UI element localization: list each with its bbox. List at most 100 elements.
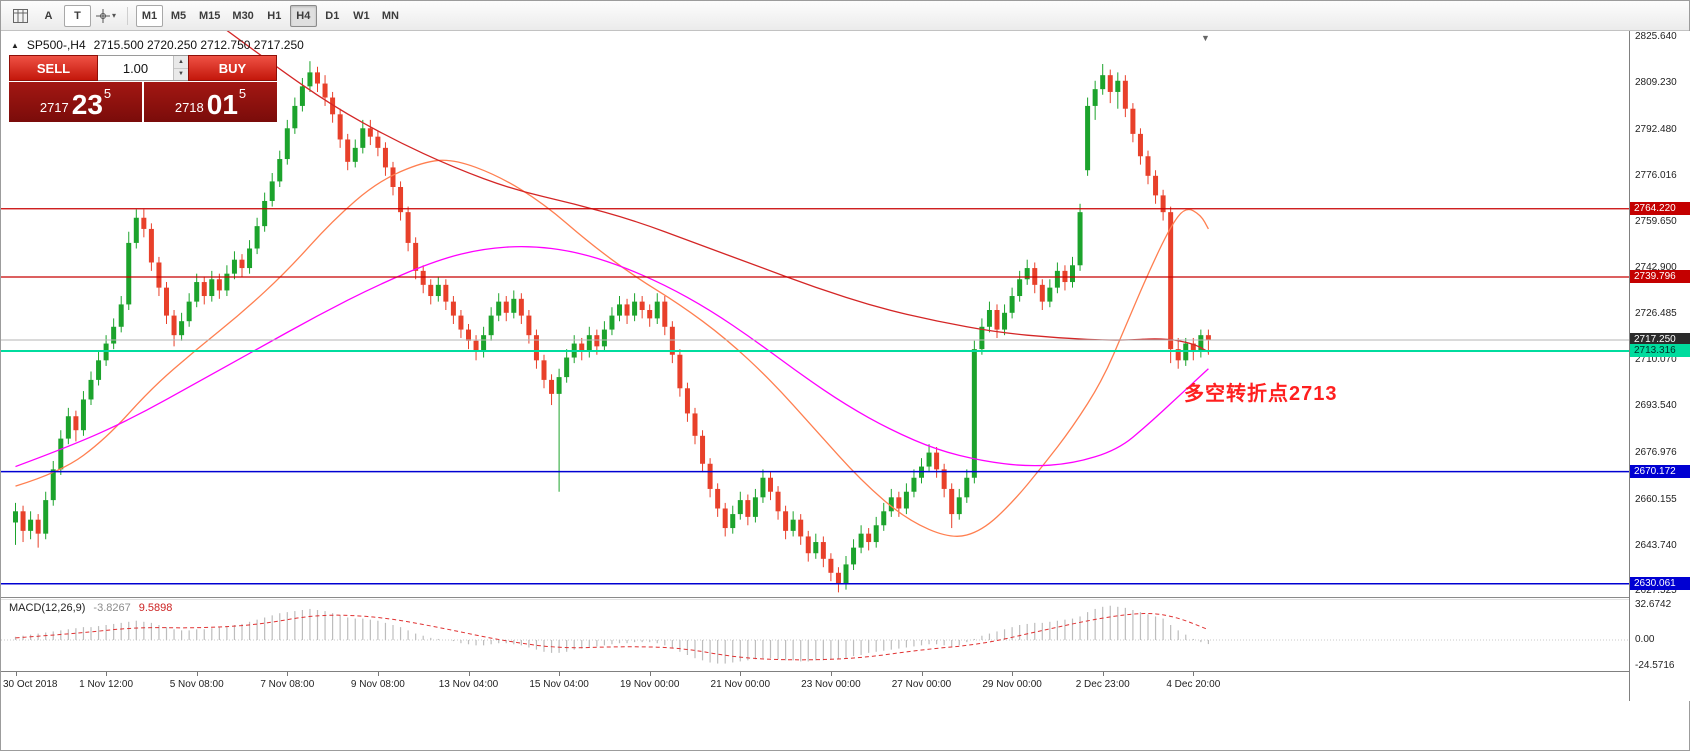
grid-icon[interactable] bbox=[7, 5, 33, 27]
candle-body bbox=[684, 388, 690, 414]
candle-body bbox=[851, 547, 857, 565]
candle-body bbox=[926, 452, 932, 467]
price-axis-label: 2759.650 bbox=[1635, 215, 1677, 227]
volume-spinner: ▲ ▼ bbox=[173, 56, 188, 80]
candle-body bbox=[896, 497, 902, 509]
time-axis-tick bbox=[106, 672, 108, 676]
price-axis-label: 2693.540 bbox=[1635, 400, 1677, 412]
time-axis-tick bbox=[921, 672, 923, 676]
ma-slow bbox=[226, 31, 1209, 353]
candle-body bbox=[707, 463, 713, 489]
collapse-trade-panel-icon[interactable]: ▲ bbox=[11, 40, 19, 50]
price-axis-label: 2676.976 bbox=[1635, 446, 1677, 458]
volume-input[interactable]: 1.00 ▲ ▼ bbox=[98, 55, 188, 81]
candle-body bbox=[624, 304, 630, 316]
resistance-badge-2: 2739.796 bbox=[1630, 270, 1690, 284]
candle-body bbox=[466, 329, 471, 341]
timeframe-m1-button[interactable]: M1 bbox=[136, 4, 163, 27]
candle-body bbox=[669, 326, 675, 355]
time-axis-label: 13 Nov 04:00 bbox=[438, 679, 499, 690]
timeframe-d1-button[interactable]: D1 bbox=[319, 5, 346, 27]
macd-layer bbox=[1, 605, 1629, 664]
candle-body bbox=[964, 477, 970, 498]
timeframe-mn-button[interactable]: MN bbox=[377, 5, 404, 27]
candle-body bbox=[647, 310, 653, 319]
macd-axis-label: 32.6742 bbox=[1635, 598, 1672, 610]
candle-body bbox=[277, 159, 283, 182]
candle-body bbox=[488, 315, 494, 336]
candle-body bbox=[571, 343, 577, 358]
candle-body bbox=[262, 200, 268, 227]
candle-body bbox=[888, 497, 894, 512]
timeframe-m15-button[interactable]: M15 bbox=[194, 5, 225, 27]
candle-body bbox=[398, 186, 404, 213]
crosshair-icon[interactable]: ▾ bbox=[93, 5, 119, 27]
toolbar-separator bbox=[127, 6, 128, 25]
candle-body bbox=[752, 497, 758, 517]
candle-body bbox=[481, 335, 487, 352]
candle-body bbox=[133, 217, 139, 243]
candle-body bbox=[1205, 335, 1211, 341]
time-axis-tick bbox=[468, 672, 470, 676]
timeframe-h1-button[interactable]: H1 bbox=[261, 5, 288, 27]
buy-price-display[interactable]: 2718 01 5 bbox=[144, 82, 277, 122]
candle-body bbox=[677, 354, 683, 389]
candle-body bbox=[118, 304, 124, 327]
arrow-tool-button[interactable]: A bbox=[35, 5, 62, 27]
volume-down-button[interactable]: ▼ bbox=[174, 68, 188, 80]
candle-body bbox=[866, 533, 872, 543]
candle-body bbox=[775, 491, 781, 512]
candle-body bbox=[700, 435, 706, 464]
time-axis[interactable]: 30 Oct 2018 1 Nov 12:00 5 Nov 08:00 7 Nov 0… bbox=[1, 671, 1629, 701]
candle-body bbox=[1130, 108, 1136, 134]
price-axis-label: 2809.230 bbox=[1635, 76, 1677, 88]
time-axis-tick bbox=[287, 672, 289, 676]
price-axis[interactable]: 2825.640 2809.230 2792.480 2776.016 2759.650… bbox=[1629, 31, 1690, 701]
candle-body bbox=[813, 542, 819, 554]
candle-body bbox=[50, 469, 56, 501]
candle-body bbox=[337, 114, 343, 140]
timeframe-h4-button[interactable]: H4 bbox=[289, 4, 317, 27]
candle-body bbox=[586, 335, 592, 352]
candle-body bbox=[1115, 80, 1121, 92]
time-axis-tick bbox=[559, 672, 561, 676]
candle-body bbox=[420, 270, 426, 285]
candle-body bbox=[1168, 212, 1174, 350]
time-axis-label: 4 Dec 20:00 bbox=[1166, 679, 1221, 690]
text-tool-button[interactable]: T bbox=[64, 4, 91, 27]
volume-value[interactable]: 1.00 bbox=[122, 60, 149, 76]
candle-body bbox=[405, 212, 411, 243]
candle-body bbox=[1024, 268, 1030, 280]
time-axis-label: 23 Nov 00:00 bbox=[801, 679, 861, 690]
ohlc-readout: 2715.500 2720.250 2712.750 2717.250 bbox=[93, 38, 304, 52]
chart-shift-marker[interactable]: ▼ bbox=[1201, 33, 1210, 43]
buy-button[interactable]: BUY bbox=[188, 55, 277, 81]
candle-body bbox=[873, 525, 879, 543]
candle-body bbox=[835, 572, 841, 584]
price-axis-label: 2825.640 bbox=[1635, 31, 1677, 43]
timeframe-m30-button[interactable]: M30 bbox=[227, 5, 258, 27]
sell-button[interactable]: SELL bbox=[9, 55, 98, 81]
price-axis-label: 2627.525 bbox=[1635, 584, 1677, 596]
candle-body bbox=[231, 259, 237, 274]
timeframe-w1-button[interactable]: W1 bbox=[348, 5, 375, 27]
candle-body bbox=[730, 514, 736, 529]
sell-price-display[interactable]: 2717 23 5 bbox=[9, 82, 142, 122]
candle-body bbox=[986, 310, 992, 327]
volume-up-button[interactable]: ▲ bbox=[174, 56, 188, 69]
candle-body bbox=[1160, 195, 1166, 213]
time-axis-tick bbox=[377, 672, 379, 676]
candle-body bbox=[247, 248, 253, 269]
candle-body bbox=[828, 558, 834, 573]
buy-price-pips: 01 bbox=[206, 88, 238, 120]
timeframe-m5-button[interactable]: M5 bbox=[165, 5, 192, 27]
candle-body bbox=[1085, 105, 1091, 171]
candle-body bbox=[330, 97, 336, 115]
hlines-layer bbox=[1, 208, 1629, 585]
candle-body bbox=[745, 500, 751, 517]
candle-body bbox=[126, 242, 132, 305]
candle-body bbox=[805, 536, 811, 554]
candle-body bbox=[662, 301, 668, 327]
candle-body bbox=[458, 315, 464, 330]
